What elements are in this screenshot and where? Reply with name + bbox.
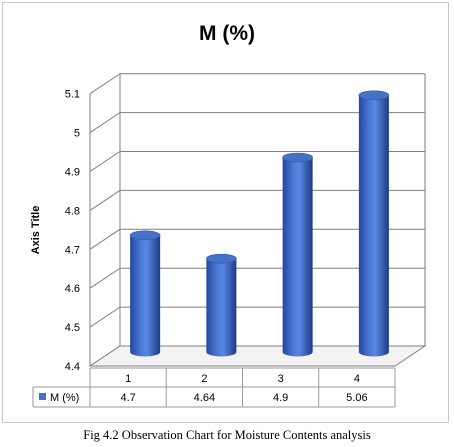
data-label: 4.64 — [194, 392, 215, 404]
bar-body — [282, 157, 313, 357]
bar-top — [282, 152, 313, 163]
gridline — [89, 267, 425, 289]
grid-layer: 4.4 4.5 4.6 4.7 4.8 4.9 5 5.1 — [65, 73, 427, 373]
bar — [129, 230, 161, 357]
data-label: 4.9 — [273, 392, 288, 404]
y-tick-label: 4.8 — [65, 205, 80, 217]
gridline — [89, 306, 425, 328]
bar — [358, 90, 390, 357]
x-tick-label: 3 — [278, 373, 284, 385]
chart-floor — [88, 345, 427, 367]
data-label: 4.7 — [120, 392, 135, 404]
legend-swatch — [39, 393, 46, 400]
bar-top — [358, 90, 390, 101]
y-tick-label: 4.6 — [65, 283, 80, 295]
gridline — [89, 73, 425, 95]
chart-plot: 4.4 4.5 4.6 4.7 4.8 4.9 5 5.1 1 2 3 4 4.7 4.64 4.9 5.0… — [32, 73, 427, 408]
legend-series-name: M (%) — [50, 392, 79, 404]
gridline — [89, 151, 425, 172]
gridline — [89, 228, 425, 250]
gridline — [89, 112, 425, 134]
bar-layer — [129, 90, 390, 357]
bar-body — [130, 235, 161, 357]
bar-top — [206, 253, 237, 264]
y-tick-label: 4.9 — [65, 167, 80, 179]
data-table: 1 2 3 4 4.7 4.64 4.9 5.06 M (%) — [32, 367, 396, 408]
gridline — [89, 189, 425, 211]
y-tick-label: 4.4 — [65, 361, 80, 373]
bar-body — [358, 95, 389, 357]
data-label: 5.06 — [346, 392, 367, 404]
bar-body — [206, 258, 237, 357]
y-tick-label: 4.7 — [65, 244, 80, 256]
y-tick-label: 5 — [74, 128, 80, 140]
y-tick-label: 4.5 — [65, 322, 80, 334]
bar — [206, 253, 237, 357]
y-tick-label: 5.1 — [65, 89, 80, 101]
bar-top — [129, 230, 161, 241]
bar — [282, 152, 313, 357]
x-tick-label: 4 — [354, 373, 360, 385]
x-tick-label: 1 — [125, 373, 131, 385]
x-tick-label: 2 — [201, 373, 207, 385]
figure-caption: Fig 4.2 Observation Chart for Moisture C… — [83, 428, 371, 442]
chart-title: M (%) — [199, 22, 255, 45]
